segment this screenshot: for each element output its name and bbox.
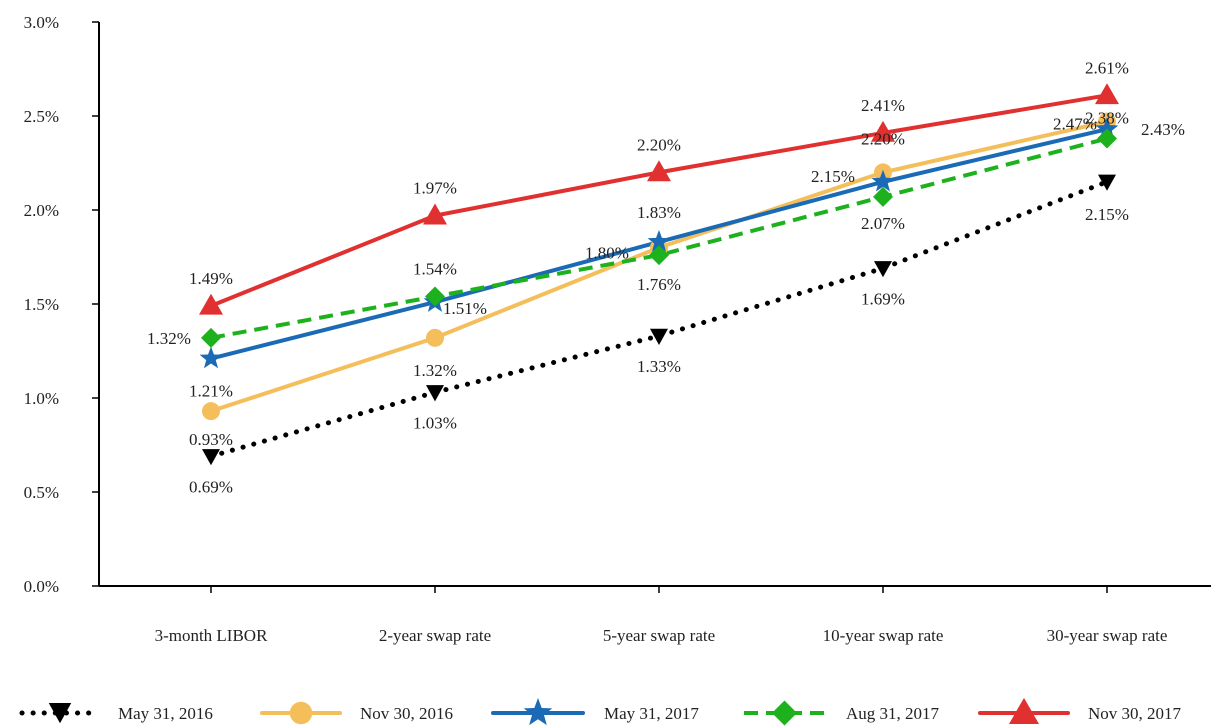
data-label: 2.61%: [1085, 58, 1129, 77]
data-point: [871, 120, 895, 142]
legend-marker: [48, 703, 72, 724]
data-point: [201, 327, 221, 348]
data-label: 1.49%: [189, 269, 233, 288]
data-point: [647, 160, 671, 182]
legend-label: Nov 30, 2017: [1088, 704, 1182, 723]
y-tick-label: 0.0%: [24, 577, 59, 596]
legend-item: May 31, 2016: [19, 703, 213, 724]
data-point: [649, 245, 669, 266]
data-label: 2.15%: [811, 167, 855, 186]
x-tick-label: 30-year swap rate: [1047, 626, 1168, 645]
data-point: [1095, 83, 1119, 105]
data-point: [199, 346, 223, 369]
y-tick-label: 3.0%: [24, 13, 59, 32]
data-label: 1.32%: [147, 329, 191, 348]
data-point: [202, 402, 220, 421]
series-line: [208, 179, 1110, 459]
legend-marker: [772, 700, 797, 726]
legend-item: Nov 30, 2017: [978, 697, 1182, 724]
data-label: 2.15%: [1085, 205, 1129, 224]
data-label: 0.93%: [189, 430, 233, 449]
data-point: [647, 229, 671, 252]
legend-label: May 31, 2017: [604, 704, 699, 723]
y-tick-label: 0.5%: [24, 483, 59, 502]
data-point: [423, 203, 447, 225]
data-label: 1.03%: [413, 413, 457, 432]
legend-marker: [289, 701, 313, 725]
data-label: 1.80%: [585, 244, 629, 263]
data-point: [425, 286, 445, 307]
x-tick-label: 5-year swap rate: [603, 626, 715, 645]
data-point: [202, 449, 220, 466]
data-label: 2.07%: [861, 214, 905, 233]
axes: 0.0% 0.5% 1.0% 1.5% 2.0% 2.5% 3.0% 3-month LIBO…: [24, 13, 1211, 645]
x-tick-label: 10-year swap rate: [823, 626, 944, 645]
legend-item: Nov 30, 2016: [260, 701, 453, 725]
legend-marker: [1009, 697, 1039, 724]
data-point: [199, 293, 223, 315]
data-label: 2.47%: [1053, 115, 1097, 134]
data-point: [874, 261, 892, 278]
data-point: [426, 385, 444, 402]
data-point: [650, 328, 668, 345]
data-label: 1.33%: [637, 357, 681, 376]
data-label: 2.20%: [861, 129, 905, 148]
data-label: 0.69%: [189, 477, 233, 496]
legend-label: May 31, 2016: [118, 704, 213, 723]
data-label: 1.69%: [861, 289, 905, 308]
data-label: 2.41%: [861, 96, 905, 115]
series-markers: [199, 83, 1119, 466]
data-label: 1.76%: [637, 275, 681, 294]
y-tick-label: 1.0%: [24, 389, 59, 408]
legend-marker: [523, 698, 553, 726]
data-label: 1.83%: [637, 203, 681, 222]
data-label: 1.54%: [413, 259, 457, 278]
data-point: [1095, 117, 1119, 139]
x-tick-label: 3-month LIBOR: [155, 626, 269, 645]
y-tick-label: 2.5%: [24, 107, 59, 126]
data-point: [871, 169, 895, 192]
legend: May 31, 2016 Nov 30, 2016 May 31, 2017 Aug …: [19, 697, 1182, 726]
x-tick-label: 2-year swap rate: [379, 626, 491, 645]
data-point: [426, 328, 444, 347]
data-label: 1.97%: [413, 179, 457, 198]
y-tick-label: 2.0%: [24, 201, 59, 220]
data-label: 1.32%: [413, 361, 457, 380]
data-label: 2.20%: [637, 135, 681, 154]
data-label: 1.21%: [189, 382, 233, 401]
data-label: 1.51%: [443, 299, 487, 318]
legend-item: May 31, 2017: [491, 698, 699, 726]
y-tick-label: 1.5%: [24, 295, 59, 314]
data-label: 2.38%: [1085, 109, 1129, 128]
data-label: 2.43%: [1141, 120, 1185, 139]
data-point: [1098, 174, 1116, 191]
data-labels: 0.69% 1.03% 1.33% 1.69% 2.15% 0.93% 1.32% 1.80%…: [147, 58, 1185, 496]
data-point: [873, 186, 893, 207]
legend-label: Aug 31, 2017: [846, 704, 940, 723]
legend-item: Aug 31, 2017: [744, 700, 940, 726]
data-point: [1097, 128, 1117, 149]
legend-label: Nov 30, 2016: [360, 704, 453, 723]
